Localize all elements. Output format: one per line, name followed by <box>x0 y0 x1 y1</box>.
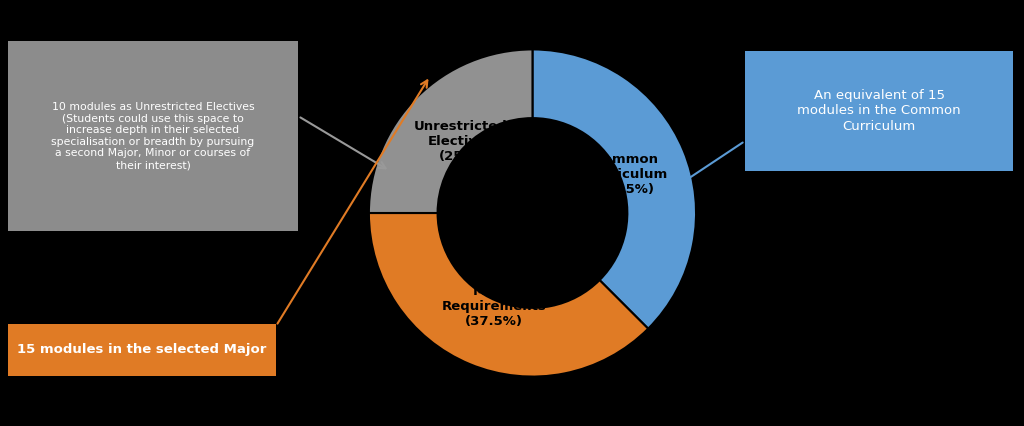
FancyBboxPatch shape <box>8 324 276 376</box>
Text: 15 modules in the selected Major: 15 modules in the selected Major <box>17 343 266 357</box>
Text: An equivalent of 15
modules in the Common
Curriculum: An equivalent of 15 modules in the Commo… <box>798 89 961 132</box>
Wedge shape <box>369 213 648 377</box>
FancyBboxPatch shape <box>8 41 298 231</box>
Text: Major
Requirements
(37.5%): Major Requirements (37.5%) <box>441 285 546 328</box>
Wedge shape <box>369 49 532 213</box>
Text: Unrestricted
Electives
(25%): Unrestricted Electives (25%) <box>414 120 508 163</box>
Text: 10 modules as Unrestricted Electives
(Students could use this space to
increase : 10 modules as Unrestricted Electives (St… <box>51 102 255 170</box>
Wedge shape <box>532 49 696 329</box>
Text: Common
Curriculum
(37.5%): Common Curriculum (37.5%) <box>585 153 668 196</box>
FancyBboxPatch shape <box>745 51 1013 171</box>
